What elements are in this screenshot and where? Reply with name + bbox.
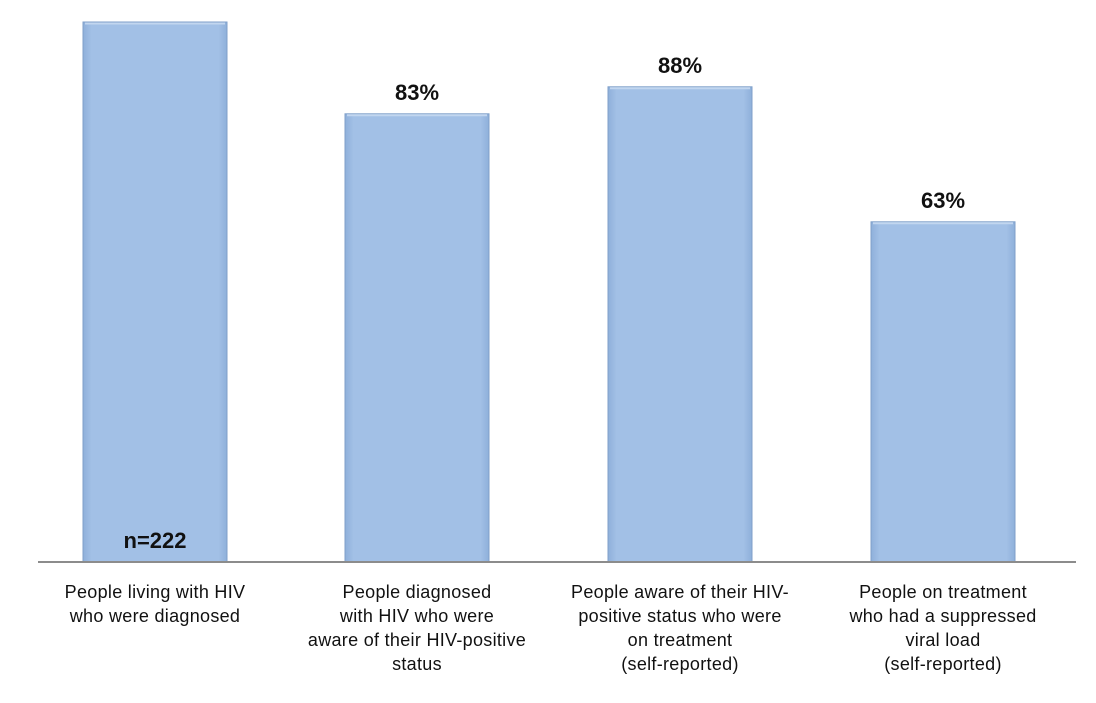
bar-1 (82, 21, 228, 563)
bars-group (82, 21, 1016, 563)
data-label-4: 63% (921, 188, 965, 213)
data-label-1: n=222 (124, 528, 187, 553)
category-label-1: People living with HIV who were diagnosed (65, 582, 246, 626)
data-labels-group: n=222 83% 88% 63% (124, 53, 966, 553)
category-label-3: People aware of their HIV-positive statu… (571, 582, 789, 674)
category-label-4: People on treatment who had a suppressed v… (848, 582, 1036, 674)
category-label-2: People diagnosed with HIV who were aware o… (308, 582, 526, 674)
bar-4 (870, 221, 1016, 563)
data-label-2: 83% (395, 80, 439, 105)
bar-3 (607, 86, 753, 563)
data-label-3: 88% (658, 53, 702, 78)
bar-2 (344, 113, 490, 563)
category-labels-group: People living with HIV who were diagnosed… (65, 582, 1037, 674)
